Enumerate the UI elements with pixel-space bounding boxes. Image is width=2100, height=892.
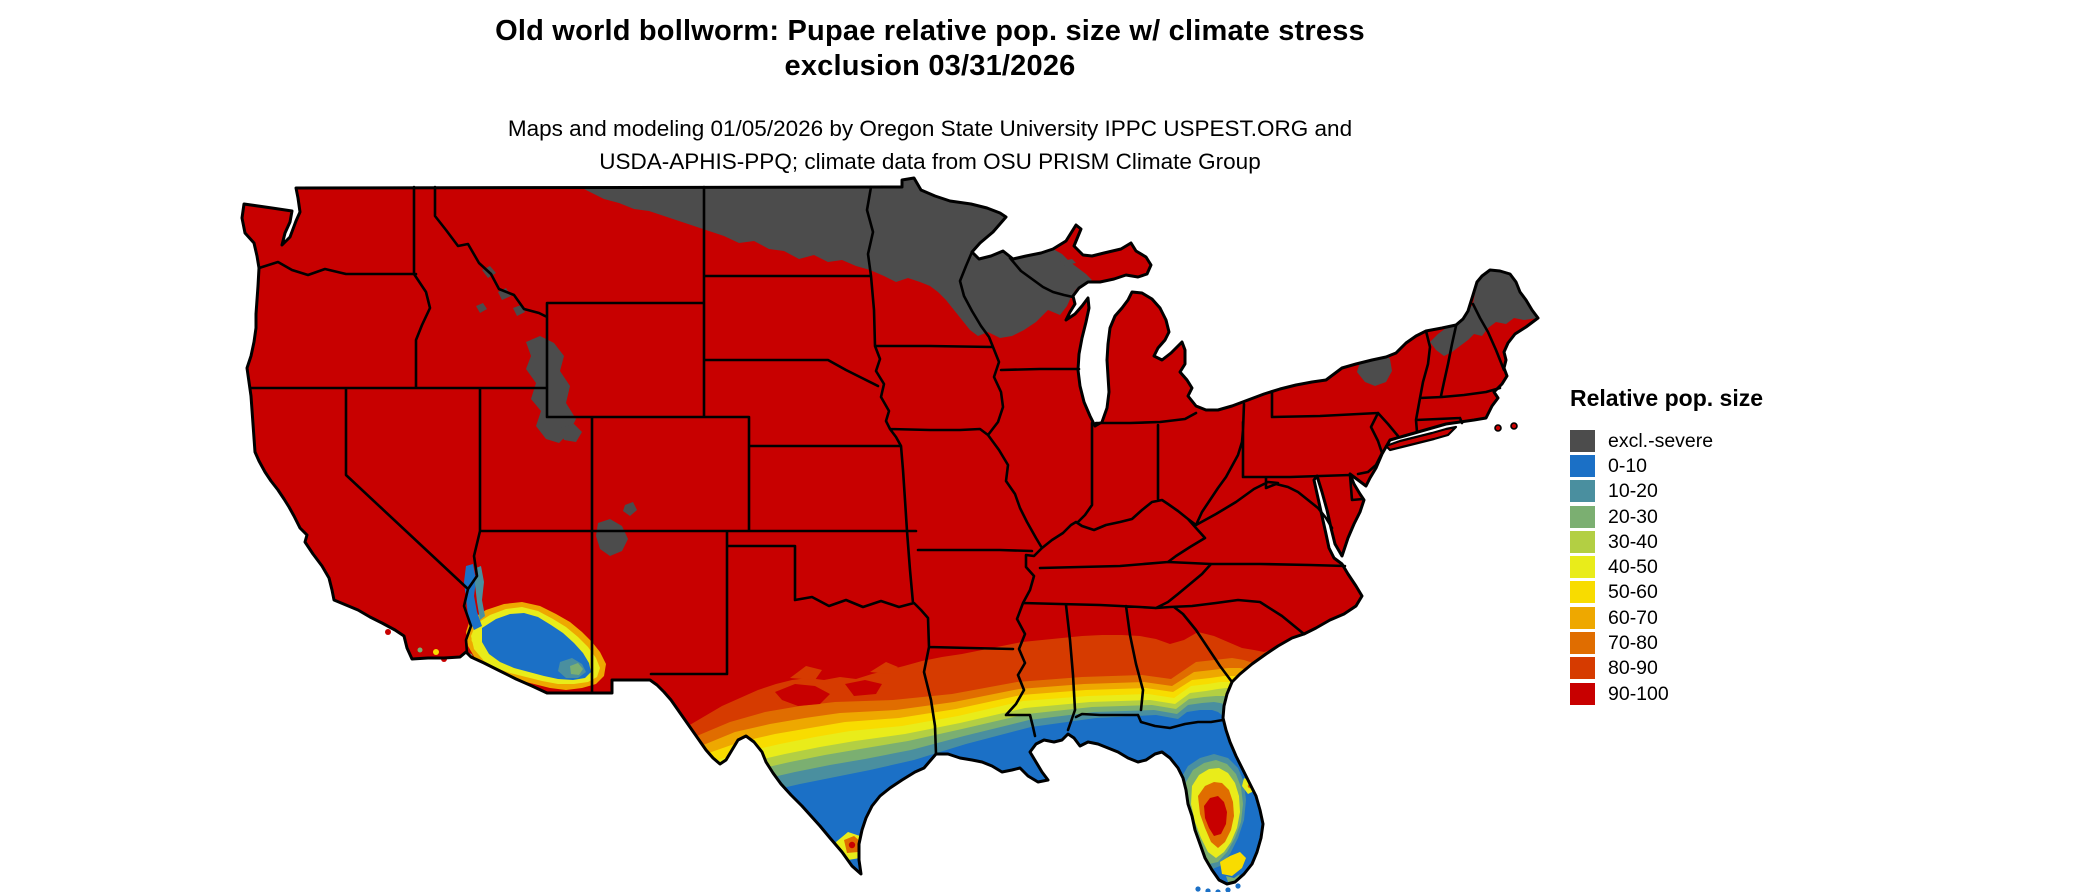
map-title-line1: Old world bollworm: Pupae relative pop. … [495, 15, 1365, 47]
legend-label: 60-70 [1608, 606, 1658, 629]
legend-item: excl.-severe [1570, 428, 1870, 453]
legend-item: 60-70 [1570, 605, 1870, 630]
legend-title: Relative pop. size [1570, 385, 1764, 411]
legend-label: 40-50 [1608, 556, 1658, 579]
legend-swatch [1570, 657, 1595, 680]
legend-swatch [1570, 556, 1595, 579]
legend-item: 0-10 [1570, 453, 1870, 478]
offshore-islands [385, 422, 1518, 892]
page-title: Old world bollworm: Pupae relative pop. … [330, 14, 1530, 84]
map-subtitle: Maps and modeling 01/05/2026 by Oregon S… [330, 112, 1530, 178]
map-title-line2: exclusion 03/31/2026 [784, 50, 1076, 82]
legend-item: 10-20 [1570, 479, 1870, 504]
legend-item: 80-90 [1570, 656, 1870, 681]
arizona-detail [464, 564, 606, 690]
florida-detail [1180, 754, 1256, 882]
legend-label: 20-30 [1608, 505, 1658, 528]
legend: Relative pop. size excl.-severe 0-10 10-20… [1570, 385, 1870, 706]
legend-swatch [1570, 632, 1595, 655]
legend-label: excl.-severe [1608, 429, 1714, 452]
legend-label: 30-40 [1608, 530, 1658, 553]
us-map [240, 176, 1540, 892]
state-borders [249, 185, 1506, 756]
national-outline [240, 176, 1540, 886]
legend-item: 30-40 [1570, 529, 1870, 554]
legend-swatch [1570, 454, 1595, 477]
legend-swatch [1570, 682, 1595, 705]
legend-item: 50-60 [1570, 580, 1870, 605]
legend-label: 80-90 [1608, 657, 1658, 680]
legend-label: 50-60 [1608, 581, 1658, 604]
legend-swatch [1570, 606, 1595, 629]
legend-swatch [1570, 480, 1595, 503]
legend-swatch [1570, 530, 1595, 553]
legend-label: 0-10 [1608, 454, 1648, 477]
legend-swatch [1570, 581, 1595, 604]
legend-items: excl.-severe 0-10 10-20 20-30 30-40 40-50 50-6… [1570, 428, 1870, 706]
legend-swatch [1570, 505, 1595, 528]
legend-label: 70-80 [1608, 632, 1658, 655]
us-map-container [230, 170, 1550, 892]
map-subtitle-line1: Maps and modeling 01/05/2026 by Oregon S… [507, 116, 1353, 141]
legend-item: 70-80 [1570, 630, 1870, 655]
legend-swatch [1570, 429, 1595, 452]
legend-item: 90-100 [1570, 681, 1870, 706]
map-subtitle-line2: USDA-APHIS-PPQ; climate data from OSU PR… [599, 149, 1261, 174]
legend-label: 90-100 [1608, 682, 1669, 705]
legend-label: 10-20 [1608, 480, 1658, 503]
long-island [1384, 425, 1458, 452]
legend-item: 20-30 [1570, 504, 1870, 529]
legend-item: 40-50 [1570, 554, 1870, 579]
